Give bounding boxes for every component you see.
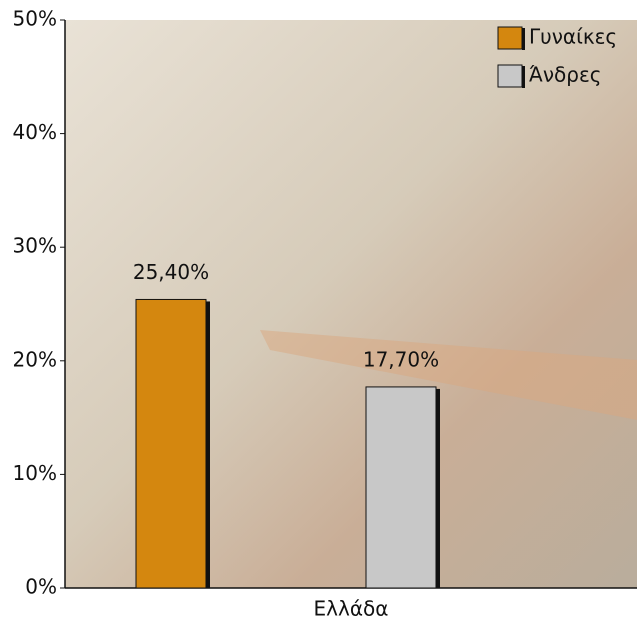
- legend-swatch: [497, 64, 523, 88]
- bar-shadow: [436, 388, 440, 588]
- y-tick-label: 50%: [13, 7, 57, 31]
- value-label: 17,70%: [363, 347, 439, 371]
- y-tick-label: 10%: [13, 461, 57, 485]
- background-decoration: [260, 330, 637, 420]
- y-tick-label: 40%: [13, 120, 57, 144]
- legend-swatch-shadow: [522, 66, 525, 88]
- y-tick-label: 30%: [13, 234, 57, 258]
- legend-swatch-shadow: [522, 28, 525, 50]
- value-label: 25,40%: [133, 260, 209, 284]
- y-tick-label: 0%: [25, 575, 57, 599]
- legend-label: Άνδρες: [529, 63, 602, 87]
- legend-label: Γυναίκες: [529, 25, 617, 49]
- legend-swatch: [497, 26, 523, 50]
- bar: [135, 298, 207, 589]
- x-tick-label: Ελλάδα: [314, 597, 389, 621]
- bar-shadow: [206, 301, 210, 588]
- bar: [365, 386, 437, 589]
- y-tick-label: 20%: [13, 347, 57, 371]
